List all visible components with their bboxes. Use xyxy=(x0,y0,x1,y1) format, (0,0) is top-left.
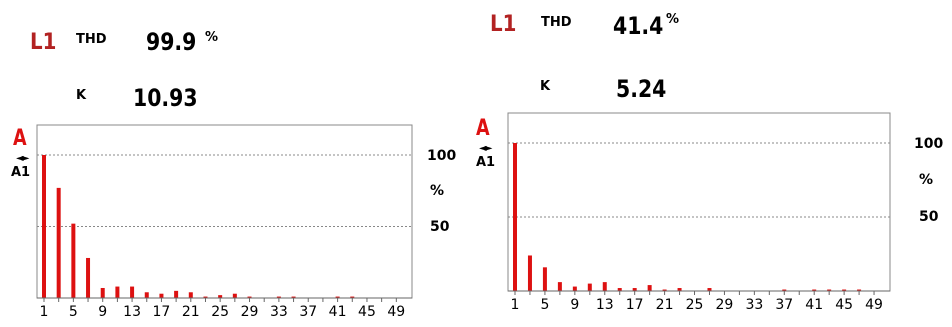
bar-h35 xyxy=(291,296,296,298)
bar-h17 xyxy=(632,288,637,291)
x-tick-label-37: 37 xyxy=(299,304,317,320)
bar-h1 xyxy=(42,155,46,298)
x-tick-label-37: 37 xyxy=(775,297,793,313)
bar-h19 xyxy=(647,285,652,291)
left-right-arrow-icon[interactable]: ◄► xyxy=(479,143,492,154)
x-tick-label-9: 9 xyxy=(98,304,107,320)
thd-label: THD xyxy=(76,32,107,47)
bar-h15 xyxy=(617,288,622,291)
bar-h5 xyxy=(542,267,547,291)
channel-label: A1 xyxy=(11,165,31,180)
bar-h17 xyxy=(159,293,164,298)
k-label: K xyxy=(76,88,87,103)
bar-h29 xyxy=(247,296,252,298)
phase-label: L1 xyxy=(490,12,517,37)
bar-h45 xyxy=(842,289,847,291)
bar-h47 xyxy=(857,289,862,291)
bar-h11 xyxy=(587,283,592,291)
x-tick-label-33: 33 xyxy=(745,297,763,313)
x-tick-label-29: 29 xyxy=(241,304,259,320)
bar-h13 xyxy=(602,282,607,291)
x-tick-label-9: 9 xyxy=(570,297,579,313)
bar-h33 xyxy=(276,296,281,298)
bar-h7 xyxy=(557,282,562,291)
x-tick-label-25: 25 xyxy=(211,304,229,320)
plot-frame xyxy=(36,124,413,299)
thd-value: 99.9 xyxy=(146,28,197,56)
channel-label: A1 xyxy=(476,155,496,170)
bar-h27 xyxy=(232,293,237,298)
bar-h43 xyxy=(827,289,832,291)
harmonics-bar-chart: 1 5 9 13 17 21 25 29 33 37 41 45 49 xyxy=(36,124,413,320)
x-tick-label-33: 33 xyxy=(270,304,288,320)
k-factor-value: 5.24 xyxy=(616,75,667,103)
x-tick-label-1: 1 xyxy=(40,304,49,320)
x-tick-label-29: 29 xyxy=(716,297,734,313)
harmonics-bar-chart: 1 5 9 13 17 21 25 29 33 37 41 45 49 xyxy=(507,112,891,313)
bar-h27 xyxy=(707,288,712,291)
bar-h41 xyxy=(335,296,340,298)
amp-icon: A xyxy=(13,126,27,151)
x-tick-label-45: 45 xyxy=(358,304,376,320)
bar-h43 xyxy=(350,296,355,298)
amp-icon: A xyxy=(476,116,490,141)
x-tick-label-49: 49 xyxy=(865,297,883,313)
axis-unit-label: % xyxy=(430,183,445,199)
x-tick-label-13: 13 xyxy=(123,304,141,320)
bar-h37 xyxy=(782,289,787,291)
x-tick-label-17: 17 xyxy=(153,304,171,320)
thd-value: 41.4 xyxy=(613,12,664,40)
x-tick-label-49: 49 xyxy=(387,304,405,320)
bar-h15 xyxy=(144,292,149,298)
thd-unit: % xyxy=(666,12,680,27)
bar-h3 xyxy=(527,255,532,291)
thd-unit: % xyxy=(205,30,219,45)
bar-h21 xyxy=(662,289,667,291)
x-tick-label-1: 1 xyxy=(511,297,520,313)
harmonics-panel-left: L1 THD 99.9 % K 10.93 A ◄► A1 1 5 9 13 17 21 2… xyxy=(11,28,457,320)
bar-h23 xyxy=(677,288,682,291)
k-label: K xyxy=(540,79,551,94)
harmonics-panel-right: L1 THD 41.4 % K 5.24 A ◄► A1 1 5 9 13 17 21 25… xyxy=(476,0,952,327)
bar-h9 xyxy=(572,286,577,291)
bar-h41 xyxy=(812,289,817,291)
bar-h21 xyxy=(188,292,193,298)
left-right-arrow-icon[interactable]: ◄► xyxy=(16,153,29,164)
bar-h23 xyxy=(203,296,208,298)
x-tick-label-13: 13 xyxy=(596,297,614,313)
bar-h1 xyxy=(513,143,517,291)
bar-h25 xyxy=(218,295,223,298)
bar-h7 xyxy=(86,257,91,298)
x-tick-label-41: 41 xyxy=(329,304,347,320)
plot-frame xyxy=(507,112,891,292)
x-tick-label-5: 5 xyxy=(69,304,78,320)
phase-label: L1 xyxy=(30,30,57,55)
thd-label: THD xyxy=(541,15,572,30)
bar-h3 xyxy=(56,187,61,298)
x-tick-label-45: 45 xyxy=(835,297,853,313)
x-tick-label-17: 17 xyxy=(626,297,644,313)
axis-unit-label: % xyxy=(919,172,934,188)
bar-h13 xyxy=(130,286,135,298)
bar-h5 xyxy=(71,223,76,298)
axis-50-label: 50 xyxy=(430,219,450,235)
axis-100-label: 100 xyxy=(427,148,457,164)
x-tick-label-21: 21 xyxy=(656,297,674,313)
x-tick-label-41: 41 xyxy=(805,297,823,313)
x-tick-label-5: 5 xyxy=(540,297,549,313)
x-tick-label-21: 21 xyxy=(182,304,200,320)
axis-50-label: 50 xyxy=(919,209,939,225)
x-tick-label-25: 25 xyxy=(686,297,704,313)
bar-h19 xyxy=(174,290,179,298)
axis-100-label: 100 xyxy=(914,136,944,152)
bar-h11 xyxy=(115,286,120,298)
k-factor-value: 10.93 xyxy=(133,84,198,112)
bar-h9 xyxy=(100,287,105,298)
